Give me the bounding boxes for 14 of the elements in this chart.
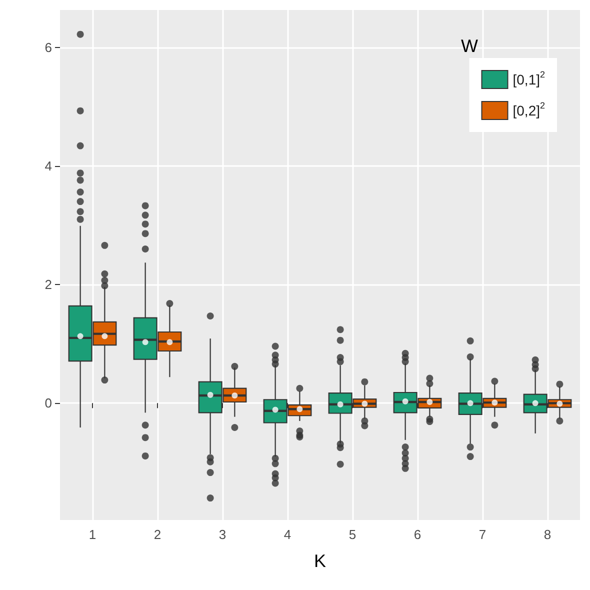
x-tick-label: 4	[284, 527, 292, 542]
legend-title: W	[461, 36, 478, 56]
x-axis-title: K	[314, 551, 326, 571]
x-tick-label: 3	[218, 527, 226, 542]
x-tick-label: 2	[154, 527, 162, 542]
y-tick-label: 2	[44, 277, 52, 292]
x-tick-label: 1	[88, 527, 96, 542]
x-tick-label: 8	[544, 527, 552, 542]
x-tick-label: 5	[348, 527, 356, 542]
y-tick-label: 6	[44, 40, 52, 55]
y-tick-label: 4	[44, 158, 52, 174]
y-tick-label: 0	[44, 396, 52, 411]
x-tick-label: 6	[414, 527, 422, 542]
x-tick-label: 7	[478, 527, 486, 542]
